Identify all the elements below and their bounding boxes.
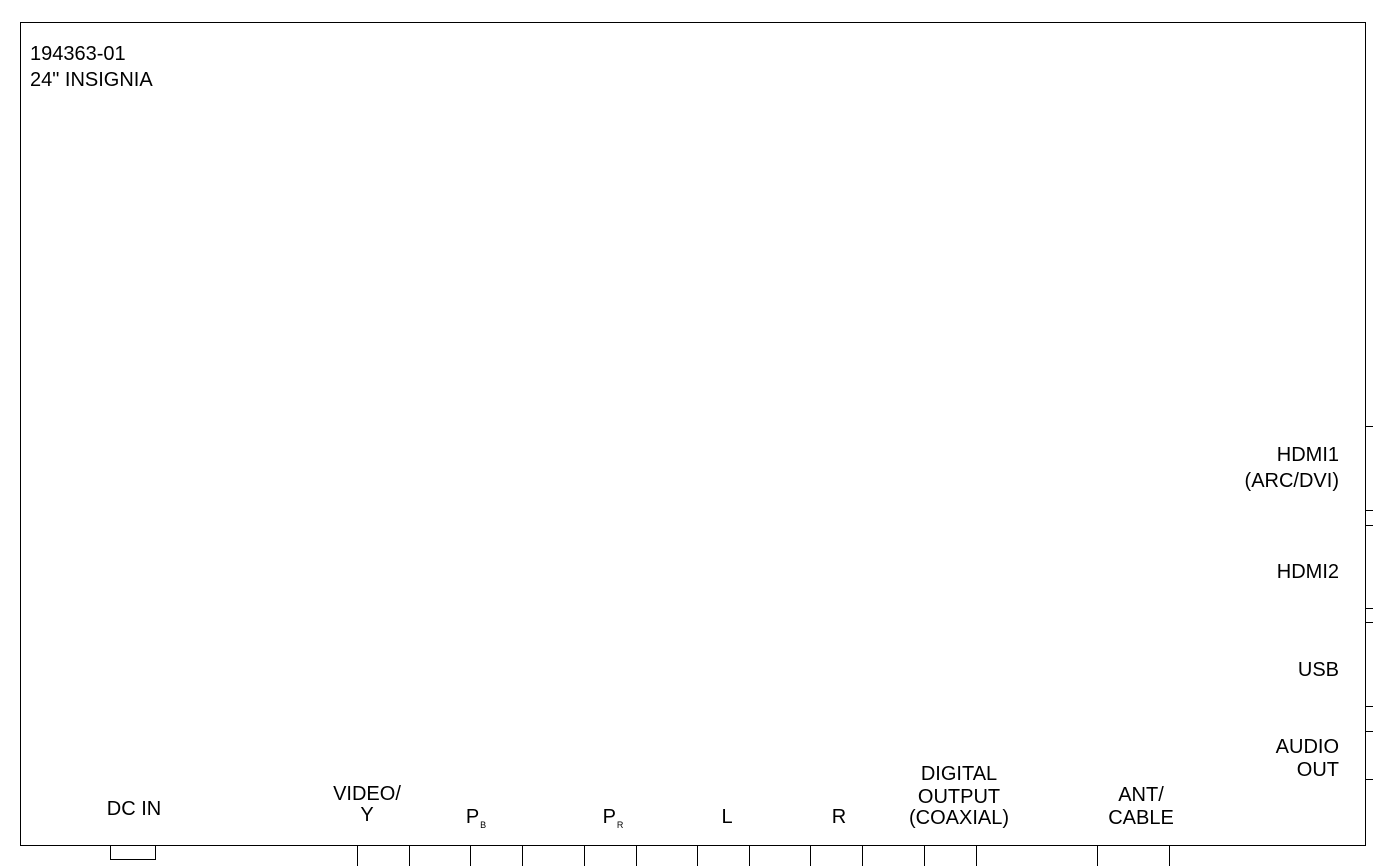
digital-output-label-line1: DIGITAL (920, 763, 998, 785)
model-name: 24" INSIGNIA (30, 69, 153, 91)
audio-r-label: R (831, 806, 847, 828)
video-port-marker-left (357, 846, 358, 866)
tv-back-panel-outline (20, 22, 1366, 846)
pb-label: PB (465, 806, 487, 830)
pb-port-marker-left (470, 846, 471, 866)
usb-port-marker-top (1366, 622, 1373, 623)
audio-port-marker-bottom (1366, 779, 1373, 780)
hdmi2-label: HDMI2 (1276, 561, 1339, 583)
audio-out-label-line2: OUT (1296, 759, 1339, 781)
pr-subscript: R (616, 820, 624, 830)
hdmi2-port-marker-top (1366, 525, 1373, 526)
dc-in-port-marker (110, 846, 156, 860)
r-port-marker-right (862, 846, 863, 866)
audio-port-marker-top (1366, 731, 1373, 732)
hdmi2-port-marker-bottom (1366, 608, 1373, 609)
l-port-marker-left (697, 846, 698, 866)
ant-port-marker-left (1097, 846, 1098, 866)
pr-label: PR (602, 806, 624, 830)
l-port-marker-right (749, 846, 750, 866)
ant-cable-label-line2: CABLE (1108, 807, 1174, 829)
hdmi1-label-line2: (ARC/DVI) (1244, 470, 1339, 492)
pb-subscript: B (480, 820, 487, 830)
usb-port-marker-bottom (1366, 706, 1373, 707)
pr-port-marker-left (584, 846, 585, 866)
hdmi1-port-marker-top (1366, 426, 1373, 427)
pb-port-marker-right (522, 846, 523, 866)
ant-port-marker-right (1169, 846, 1170, 866)
audio-out-label-line1: AUDIO (1275, 736, 1339, 758)
video-port-marker-right (409, 846, 410, 866)
digital-port-marker-right (976, 846, 977, 866)
hdmi1-port-marker-bottom (1366, 510, 1373, 511)
video-y-label-line2: Y (360, 804, 374, 826)
part-number: 194363-01 (30, 43, 126, 65)
usb-label: USB (1297, 659, 1339, 681)
video-y-label-line1: VIDEO/ (333, 783, 401, 805)
r-port-marker-left (810, 846, 811, 866)
hdmi1-label-line1: HDMI1 (1276, 444, 1339, 466)
pr-port-marker-right (636, 846, 637, 866)
dc-in-label: DC IN (106, 798, 162, 820)
audio-l-label: L (721, 806, 733, 828)
digital-port-marker-left (924, 846, 925, 866)
digital-output-label-line3: (COAXIAL) (908, 807, 1010, 829)
digital-output-label-line2: OUTPUT (917, 786, 1001, 808)
ant-cable-label-line1: ANT/ (1118, 784, 1164, 806)
